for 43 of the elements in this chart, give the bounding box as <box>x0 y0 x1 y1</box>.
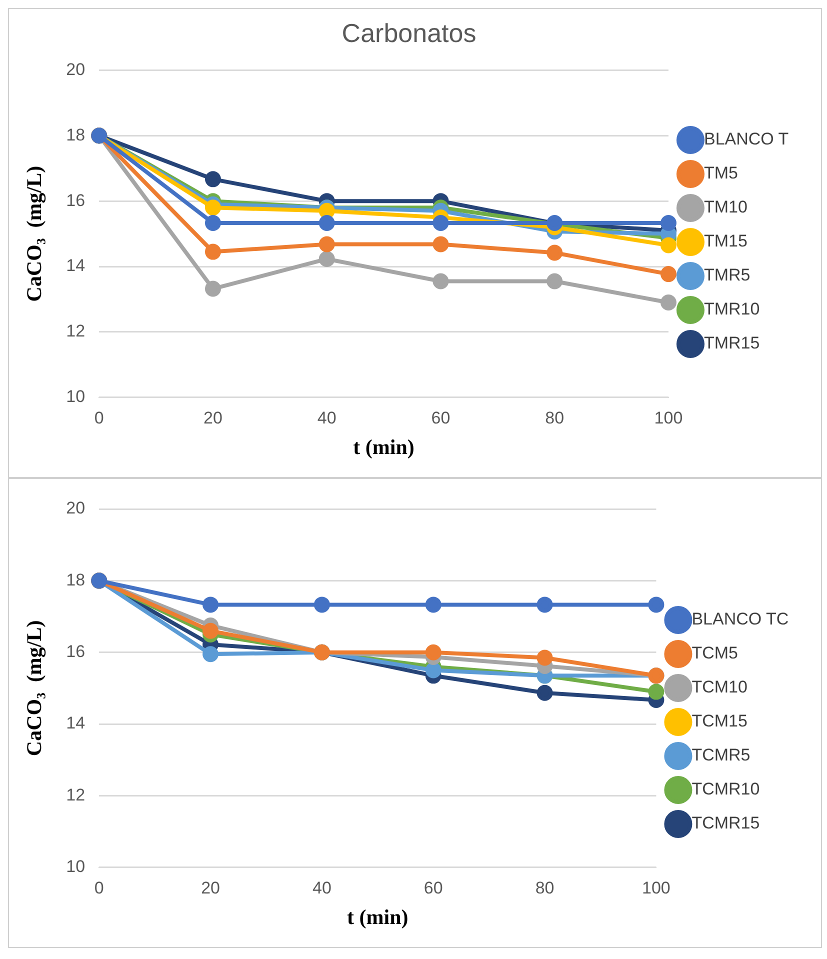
y-tick-label: 20 <box>66 498 86 518</box>
legend-label: TM5 <box>704 164 738 183</box>
legend-label: TM10 <box>704 198 748 217</box>
x-tick-label: 20 <box>201 878 220 898</box>
y-tick-label: 16 <box>66 642 86 662</box>
x-tick-label: 40 <box>317 408 336 428</box>
legend-label: TCMR10 <box>692 780 760 799</box>
x-tick-label: 60 <box>424 878 443 898</box>
y-tick-label: 10 <box>66 857 86 876</box>
chart-title: Carbonatos <box>342 18 476 48</box>
x-tick-label: 60 <box>431 408 450 428</box>
legend-label: TCM5 <box>692 644 738 663</box>
y-tick-label: 16 <box>66 190 86 210</box>
y-tick-label: 18 <box>66 570 86 590</box>
y-axis-title: CaCO₃ (mg/L) <box>22 620 46 756</box>
legend-label: TMR10 <box>704 300 760 319</box>
legend-label: TCMR15 <box>692 814 760 833</box>
legend-label: TMR15 <box>704 334 760 353</box>
y-tick-label: 12 <box>66 785 86 804</box>
legend-label: BLANCO TC <box>692 610 789 629</box>
x-axis-title: t (min) <box>353 434 414 459</box>
y-tick-label: 20 <box>66 60 86 79</box>
x-tick-label: 40 <box>312 878 332 898</box>
y-tick-label: 12 <box>66 322 86 341</box>
legend-label: TCMR5 <box>692 746 750 765</box>
legend-label: TCM15 <box>692 712 748 731</box>
x-tick-label: 100 <box>642 878 670 898</box>
legend-label: TCM10 <box>692 678 748 697</box>
y-tick-label: 18 <box>66 125 86 144</box>
x-axis-title: t (min) <box>347 904 408 929</box>
x-tick-label: 80 <box>545 408 564 428</box>
y-tick-label: 14 <box>66 714 86 733</box>
y-axis-title: CaCO₃ (mg/L) <box>22 166 46 302</box>
legend-label: TMR5 <box>704 266 750 285</box>
y-tick-label: 14 <box>66 256 86 276</box>
x-tick-label: 20 <box>204 408 222 428</box>
x-tick-label: 100 <box>654 408 683 428</box>
x-tick-label: 0 <box>94 878 104 898</box>
legend-label: BLANCO T <box>704 130 789 149</box>
legend-label: TM15 <box>704 232 748 251</box>
y-tick-label: 10 <box>66 387 86 406</box>
x-tick-label: 80 <box>535 878 554 898</box>
x-tick-label: 0 <box>94 408 104 428</box>
